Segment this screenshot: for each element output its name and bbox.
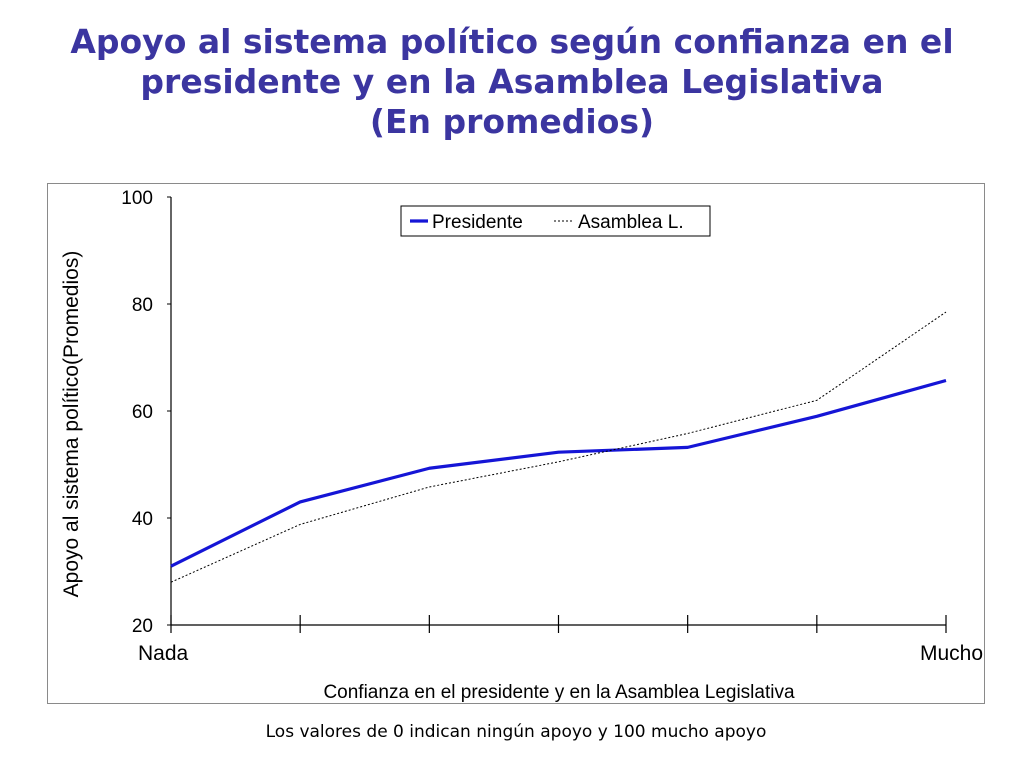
slide-title: Apoyo al sistema político según confianz… (0, 22, 1024, 142)
x-axis-label: Confianza en el presidente y en la Asamb… (323, 682, 795, 703)
legend-label-asamblea: Asamblea L. (578, 212, 684, 233)
title-line-3: (En promedios) (369, 102, 655, 141)
line-chart: 20 40 60 80 100 Nada Mucho Presidente Asamblea … (60, 188, 983, 703)
axes: 20 40 60 80 100 Nada Mucho (121, 188, 983, 665)
chart-frame: 20 40 60 80 100 Nada Mucho Presidente Asamblea … (47, 183, 985, 704)
y-tick-label: 80 (132, 295, 153, 316)
x-tick-label: Nada (138, 642, 189, 665)
y-tick-label: 100 (121, 188, 153, 209)
legend-label-presidente: Presidente (432, 212, 523, 233)
series-lines (170, 311, 947, 583)
footnote: Los valores de 0 indican ningún apoyo y … (265, 722, 767, 742)
y-tick-label: 40 (132, 509, 153, 530)
series-line-asamblea (170, 311, 947, 583)
title-line-1: Apoyo al sistema político según confianz… (70, 22, 954, 61)
y-tick-label: 60 (132, 402, 153, 423)
y-tick-label: 20 (132, 616, 153, 637)
x-tick-label: Mucho (920, 642, 983, 665)
series-line-presidente (170, 378, 947, 568)
legend: Presidente Asamblea L. (400, 205, 711, 237)
y-axis-label: Apoyo al sistema político(Promedios) (60, 251, 83, 598)
title-line-2: presidente y en la Asamblea Legislativa (140, 62, 884, 101)
